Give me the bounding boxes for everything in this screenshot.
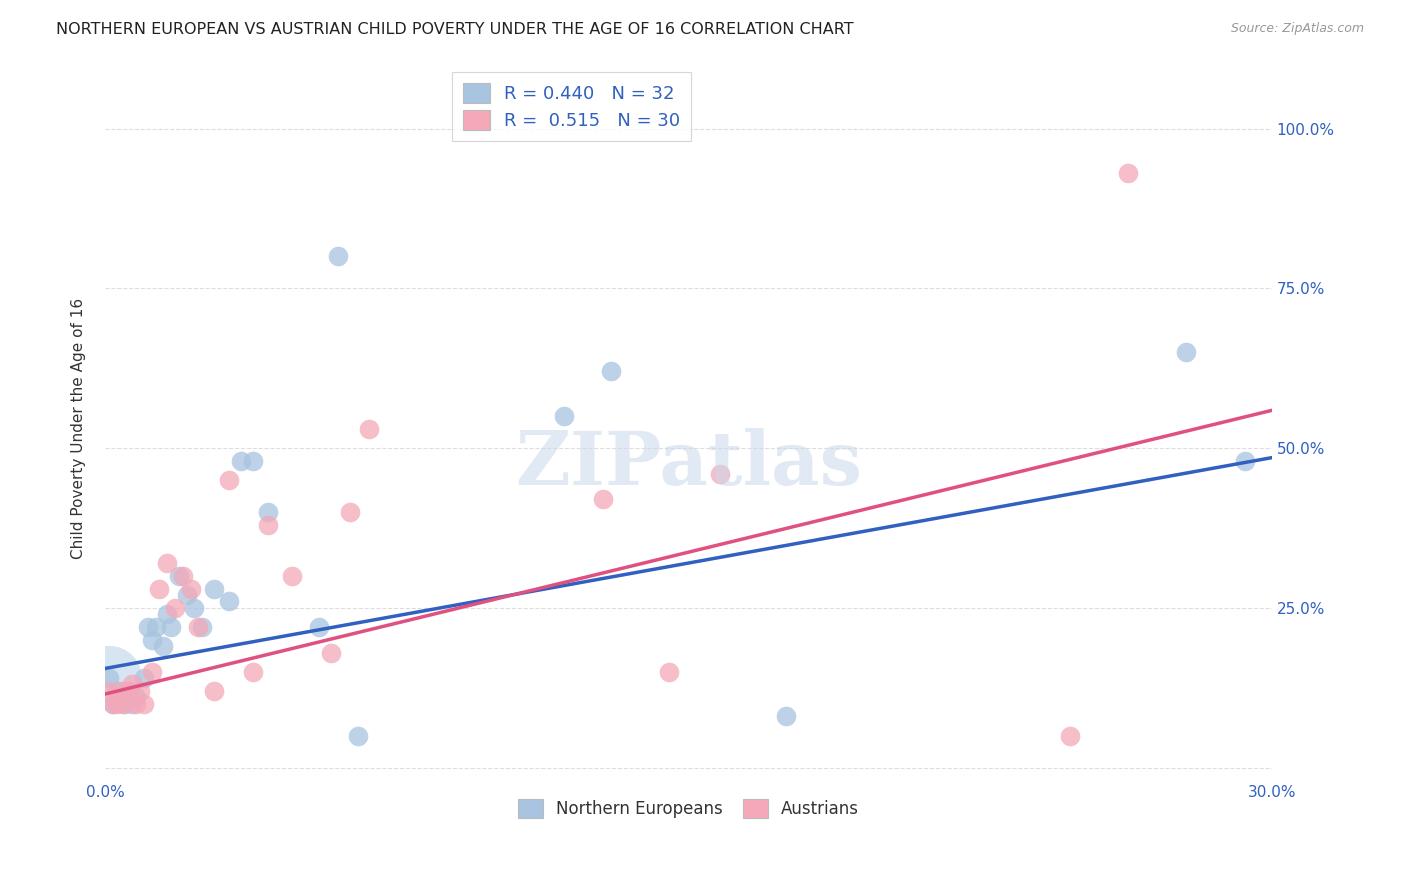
Point — [141, 632, 163, 647]
Text: NORTHERN EUROPEAN VS AUSTRIAN CHILD POVERTY UNDER THE AGE OF 16 CORRELATION CHAR: NORTHERN EUROPEAN VS AUSTRIAN CHILD POVE… — [56, 22, 853, 37]
Point — [1116, 166, 1139, 180]
Point — [709, 467, 731, 481]
Point — [97, 683, 120, 698]
Point — [191, 620, 214, 634]
Point — [328, 249, 350, 263]
Point — [592, 492, 614, 507]
Point — [160, 620, 183, 634]
Point — [114, 697, 136, 711]
Point — [202, 582, 225, 596]
Point — [242, 454, 264, 468]
Point — [101, 697, 124, 711]
Point — [658, 665, 681, 679]
Text: Source: ZipAtlas.com: Source: ZipAtlas.com — [1230, 22, 1364, 36]
Point — [553, 409, 575, 423]
Point — [308, 620, 330, 634]
Point — [172, 569, 194, 583]
Point — [132, 697, 155, 711]
Point — [202, 683, 225, 698]
Point — [125, 697, 148, 711]
Point — [97, 671, 120, 685]
Point — [319, 646, 342, 660]
Point — [148, 582, 170, 596]
Point — [110, 690, 132, 705]
Point — [180, 582, 202, 596]
Point — [257, 517, 280, 532]
Point — [775, 709, 797, 723]
Point — [121, 677, 143, 691]
Point — [599, 364, 621, 378]
Point — [110, 683, 132, 698]
Point — [145, 620, 167, 634]
Point — [257, 505, 280, 519]
Point — [117, 683, 139, 698]
Point — [346, 729, 368, 743]
Point — [136, 620, 159, 634]
Point — [163, 600, 186, 615]
Point — [97, 671, 120, 685]
Point — [156, 556, 179, 570]
Point — [218, 473, 240, 487]
Legend: Northern Europeans, Austrians: Northern Europeans, Austrians — [510, 793, 866, 825]
Point — [183, 600, 205, 615]
Point — [231, 454, 253, 468]
Point — [339, 505, 361, 519]
Point — [117, 683, 139, 698]
Point — [152, 639, 174, 653]
Point — [156, 607, 179, 622]
Point — [280, 569, 302, 583]
Point — [105, 697, 128, 711]
Point — [167, 569, 190, 583]
Point — [125, 690, 148, 705]
Point — [242, 665, 264, 679]
Point — [218, 594, 240, 608]
Point — [359, 422, 381, 436]
Point — [105, 683, 128, 698]
Point — [1059, 729, 1081, 743]
Point — [129, 683, 152, 698]
Point — [132, 671, 155, 685]
Point — [176, 588, 198, 602]
Point — [121, 697, 143, 711]
Point — [187, 620, 209, 634]
Y-axis label: Child Poverty Under the Age of 16: Child Poverty Under the Age of 16 — [72, 298, 86, 559]
Point — [101, 697, 124, 711]
Point — [114, 697, 136, 711]
Point — [1175, 345, 1198, 359]
Point — [1233, 454, 1256, 468]
Text: ZIPatlas: ZIPatlas — [515, 427, 862, 500]
Point — [141, 665, 163, 679]
